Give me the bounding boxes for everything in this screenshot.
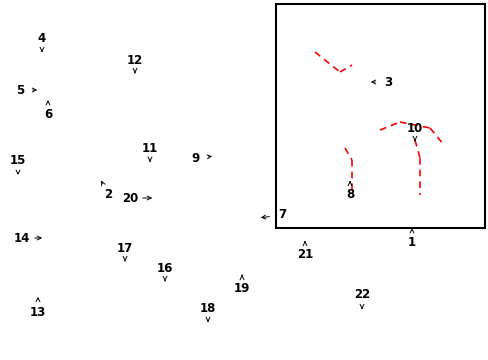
- Text: 10: 10: [406, 122, 422, 135]
- Text: 5: 5: [16, 84, 24, 96]
- Text: 1: 1: [407, 235, 415, 248]
- Text: 17: 17: [117, 242, 133, 255]
- Text: 12: 12: [126, 54, 143, 67]
- Text: 18: 18: [200, 302, 216, 315]
- Text: 7: 7: [277, 208, 285, 221]
- Text: 16: 16: [157, 261, 173, 274]
- Text: 22: 22: [353, 288, 369, 302]
- Text: 3: 3: [383, 76, 391, 89]
- Text: 6: 6: [44, 108, 52, 122]
- Text: 20: 20: [122, 192, 138, 204]
- Text: 11: 11: [142, 141, 158, 154]
- Bar: [275, 4, 484, 228]
- Text: 19: 19: [233, 282, 250, 294]
- Text: 9: 9: [191, 152, 200, 165]
- Text: 2: 2: [104, 189, 112, 202]
- Text: 14: 14: [14, 231, 30, 244]
- Text: 21: 21: [296, 248, 312, 261]
- Text: 8: 8: [345, 189, 353, 202]
- Text: 15: 15: [10, 153, 26, 166]
- Text: 13: 13: [30, 306, 46, 319]
- Text: 4: 4: [38, 31, 46, 45]
